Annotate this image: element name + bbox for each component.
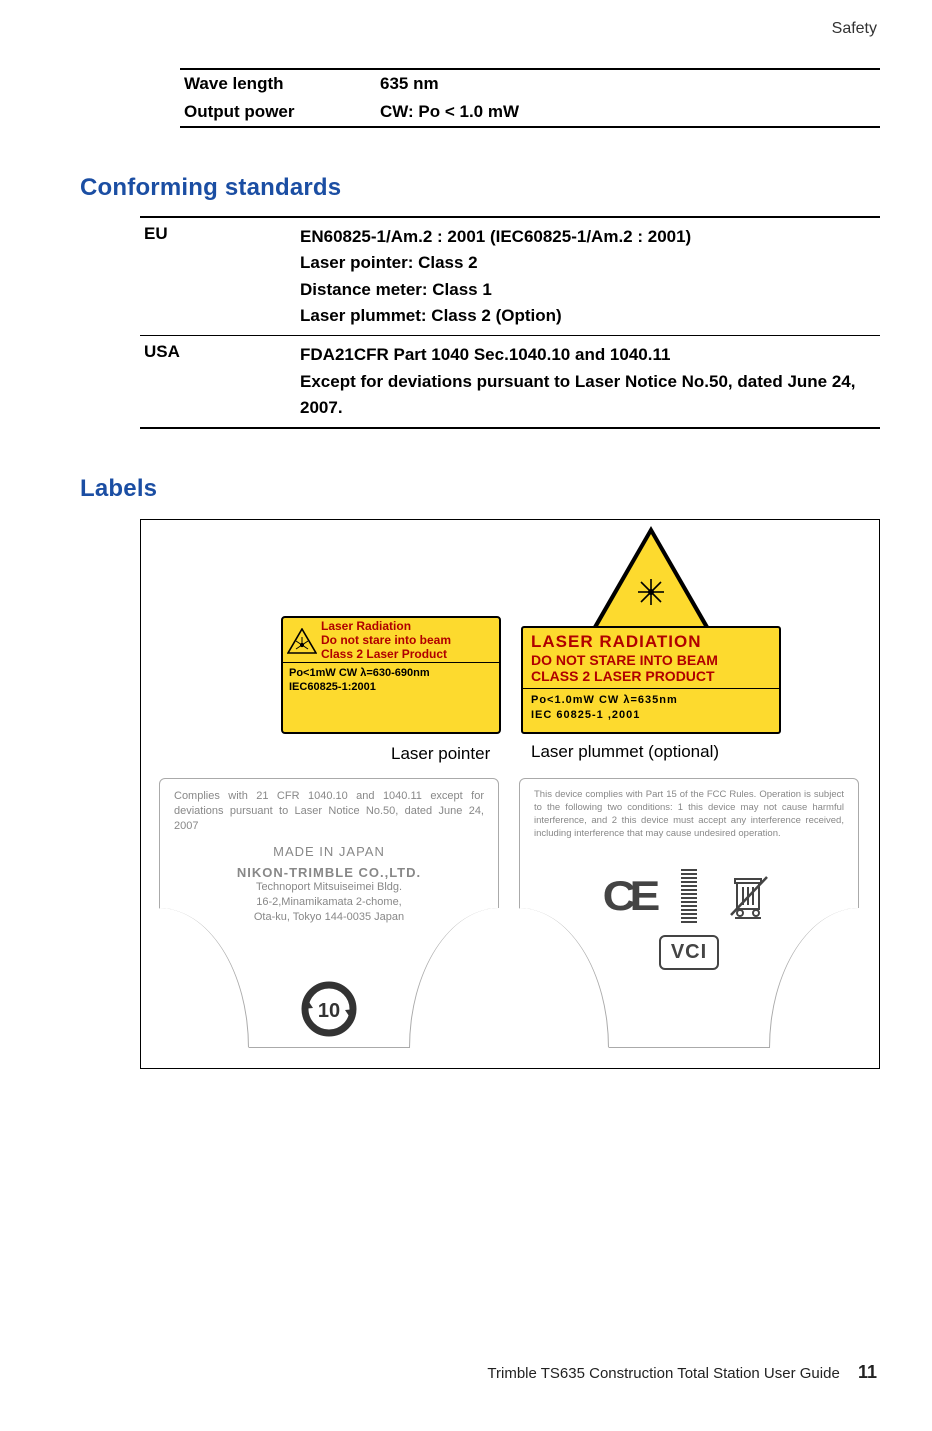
heading-labels: Labels: [80, 475, 880, 503]
caption-laser-plummet: Laser plummet (optional): [531, 742, 719, 762]
laser-plummet-label: LASER RADIATION DO NOT STARE INTO BEAM C…: [521, 526, 781, 736]
laser-label-line: Laser Radiation: [321, 620, 451, 634]
laser-label-line: CLASS 2 LASER PRODUCT: [531, 668, 771, 684]
labels-figure: Laser Radiation Do not stare into beam C…: [140, 519, 880, 1069]
weee-bin-icon: [727, 873, 773, 919]
company-address-line: Ota-ku, Tokyo 144-0035 Japan: [160, 910, 498, 925]
vci-mark-icon: VCI: [659, 935, 719, 970]
laser-spec-line: IEC60825-1:2001: [289, 680, 493, 694]
standards-line: EN60825-1/Am.2 : 2001 (IEC60825-1/Am.2 :…: [300, 224, 880, 250]
laser-label-line: DO NOT STARE INTO BEAM: [531, 652, 771, 668]
standards-line: Distance meter: Class 1: [300, 277, 880, 303]
spec-label: Wave length: [180, 74, 380, 94]
standards-line: FDA21CFR Part 1040 Sec.1040.10 and 1040.…: [300, 342, 880, 368]
standards-line: Laser plummet: Class 2 (Option): [300, 303, 880, 329]
footer-title: Trimble TS635 Construction Total Station…: [487, 1365, 839, 1382]
made-in-text: MADE IN JAPAN: [160, 834, 498, 859]
page-content: Wave length 635 nm Output power CW: Po <…: [80, 68, 880, 1069]
table-row: Wave length 635 nm: [180, 70, 880, 98]
laser-starburst-icon: [637, 578, 665, 606]
plate-curve: [159, 908, 249, 1048]
page-number: 11: [858, 1362, 877, 1382]
laser-label-text: LASER RADIATION DO NOT STARE INTO BEAM C…: [523, 628, 779, 688]
spec-value: CW: Po < 1.0 mW: [380, 102, 880, 122]
standards-line: Except for deviations pursuant to Laser …: [300, 369, 880, 422]
compliance-plate-left: Complies with 21 CFR 1040.10 and 1040.11…: [159, 778, 499, 1048]
table-row: EU EN60825-1/Am.2 : 2001 (IEC60825-1/Am.…: [140, 218, 880, 336]
barcode-icon: [681, 869, 697, 923]
laser-label-line: Do not stare into beam: [321, 634, 451, 648]
compliance-plate-right: This device complies with Part 15 of the…: [519, 778, 859, 1048]
standards-value: FDA21CFR Part 1040 Sec.1040.10 and 1040.…: [300, 342, 880, 421]
laser-spec-line: IEC 60825-1 ,2001: [531, 708, 771, 723]
fcc-text: This device complies with Part 15 of the…: [520, 779, 858, 840]
page-header-section: Safety: [832, 20, 877, 38]
laser-label-specs: Po<1mW CW λ=630-690nm IEC60825-1:2001: [283, 662, 499, 698]
compliance-text: Complies with 21 CFR 1040.10 and 1040.11…: [160, 779, 498, 834]
laser-label-text: Laser Radiation Do not stare into beam C…: [321, 620, 451, 661]
standards-value: EN60825-1/Am.2 : 2001 (IEC60825-1/Am.2 :…: [300, 224, 880, 329]
standards-region: USA: [140, 342, 300, 421]
laser-spec-line: Po<1.0mW CW λ=635nm: [531, 693, 771, 708]
laser-spec-line: Po<1mW CW λ=630-690nm: [289, 666, 493, 680]
company-address-line: 16-2,Minamikamata 2-chome,: [160, 895, 498, 910]
laser-label-specs: Po<1.0mW CW λ=635nm IEC 60825-1 ,2001: [523, 688, 779, 727]
plate-curve: [409, 908, 499, 1048]
spec-table: Wave length 635 nm Output power CW: Po <…: [180, 68, 880, 128]
recycle-icon: 10: [301, 981, 357, 1037]
table-row: USA FDA21CFR Part 1040 Sec.1040.10 and 1…: [140, 336, 880, 427]
standards-region: EU: [140, 224, 300, 329]
laser-label-line: Class 2 Laser Product: [321, 648, 451, 662]
page-footer: Trimble TS635 Construction Total Station…: [487, 1362, 877, 1383]
laser-label-line: LASER RADIATION: [531, 632, 771, 652]
company-address-line: Technoport Mitsuiseimei Bldg.: [160, 880, 498, 895]
table-row: Output power CW: Po < 1.0 mW: [180, 98, 880, 126]
spec-value: 635 nm: [380, 74, 880, 94]
svg-text:10: 10: [318, 1000, 340, 1022]
heading-conforming-standards: Conforming standards: [80, 174, 880, 202]
standards-line: Laser pointer: Class 2: [300, 250, 880, 276]
ce-mark-icon: CE: [602, 872, 653, 920]
company-name: NIKON-TRIMBLE CO.,LTD.: [160, 859, 498, 880]
laser-warning-triangle-icon: [287, 628, 317, 654]
laser-pointer-label: Laser Radiation Do not stare into beam C…: [281, 616, 501, 734]
caption-laser-pointer: Laser pointer: [391, 744, 490, 764]
standards-table: EU EN60825-1/Am.2 : 2001 (IEC60825-1/Am.…: [140, 216, 880, 429]
spec-label: Output power: [180, 102, 380, 122]
